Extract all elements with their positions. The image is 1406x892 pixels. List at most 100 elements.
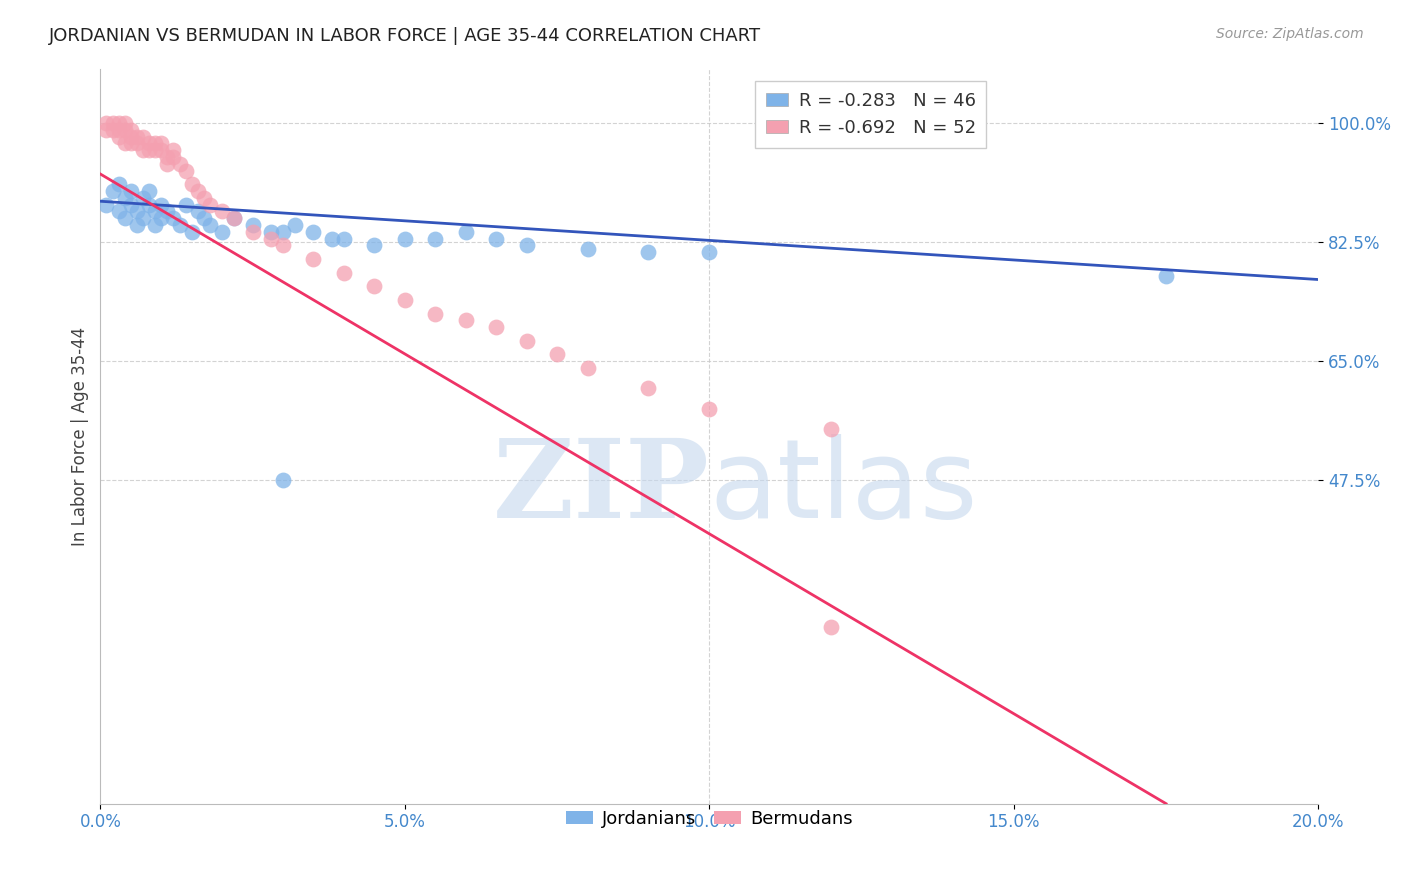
Text: atlas: atlas (709, 434, 977, 541)
Point (143, 204, 166, 219)
Point (576, 242, 599, 256)
Point (333, 232, 356, 246)
Point (138, 136, 160, 151)
Point (101, 116, 124, 130)
Point (96, 197, 118, 211)
Point (101, 184, 124, 198)
Point (211, 225, 233, 239)
Point (224, 211, 246, 226)
Point (169, 157, 191, 171)
Point (138, 197, 160, 211)
Point (114, 136, 136, 151)
Point (132, 191, 155, 205)
Point (1154, 269, 1177, 284)
Point (363, 279, 385, 293)
Point (546, 347, 568, 361)
Point (138, 184, 160, 198)
Point (120, 122, 142, 136)
Point (114, 191, 136, 205)
Point (162, 150, 184, 164)
Point (697, 401, 720, 416)
Point (242, 225, 264, 239)
Point (454, 313, 477, 327)
Point (333, 266, 356, 280)
Point (107, 204, 129, 219)
Point (193, 191, 215, 205)
Point (138, 143, 160, 157)
Y-axis label: In Labor Force | Age 35-44: In Labor Force | Age 35-44 (72, 326, 89, 546)
Point (174, 163, 197, 178)
Point (363, 238, 385, 252)
Point (180, 178, 202, 192)
Point (637, 381, 659, 395)
Point (485, 232, 508, 246)
Point (284, 218, 307, 232)
Point (637, 245, 659, 260)
Point (187, 184, 209, 198)
Point (132, 211, 155, 226)
Point (516, 334, 538, 348)
Point (169, 218, 191, 232)
Point (150, 143, 173, 157)
Point (271, 473, 294, 487)
Point (198, 197, 221, 211)
Point (271, 238, 294, 252)
Point (120, 184, 142, 198)
Point (114, 211, 136, 226)
Point (271, 225, 294, 239)
Point (260, 232, 283, 246)
Point (143, 143, 166, 157)
Point (302, 225, 325, 239)
Point (180, 225, 202, 239)
Point (125, 129, 148, 144)
Point (150, 136, 173, 151)
Point (193, 211, 215, 226)
Point (150, 211, 173, 226)
Point (143, 136, 166, 151)
Point (107, 129, 129, 144)
Point (321, 232, 343, 246)
Point (156, 157, 179, 171)
Point (211, 204, 233, 219)
Point (224, 211, 246, 226)
Point (820, 422, 842, 436)
Point (425, 307, 447, 321)
Point (114, 116, 136, 130)
Text: JORDANIAN VS BERMUDAN IN LABOR FORCE | AGE 35-44 CORRELATION CHART: JORDANIAN VS BERMUDAN IN LABOR FORCE | A… (49, 27, 761, 45)
Point (454, 225, 477, 239)
Point (162, 211, 184, 226)
Point (120, 129, 142, 144)
Legend: Jordanians, Bermudans: Jordanians, Bermudans (558, 803, 860, 835)
Point (96, 116, 118, 130)
Point (242, 218, 264, 232)
Point (120, 136, 142, 151)
Point (697, 245, 720, 260)
Point (125, 218, 148, 232)
Point (302, 252, 325, 266)
Point (820, 620, 842, 634)
Point (174, 197, 197, 211)
Point (198, 218, 221, 232)
Point (107, 178, 129, 192)
Point (125, 204, 148, 219)
Text: Source: ZipAtlas.com: Source: ZipAtlas.com (1216, 27, 1364, 41)
Point (162, 143, 184, 157)
Point (107, 122, 129, 136)
Point (260, 225, 283, 239)
Point (132, 129, 155, 144)
Point (150, 197, 173, 211)
Point (425, 232, 447, 246)
Point (187, 204, 209, 219)
Point (96, 122, 118, 136)
Text: ZIP: ZIP (492, 434, 709, 541)
Point (120, 197, 142, 211)
Point (125, 136, 148, 151)
Point (143, 218, 166, 232)
Point (576, 361, 599, 376)
Point (394, 232, 416, 246)
Point (156, 204, 179, 219)
Point (132, 143, 155, 157)
Point (485, 320, 508, 334)
Point (394, 293, 416, 307)
Point (107, 116, 129, 130)
